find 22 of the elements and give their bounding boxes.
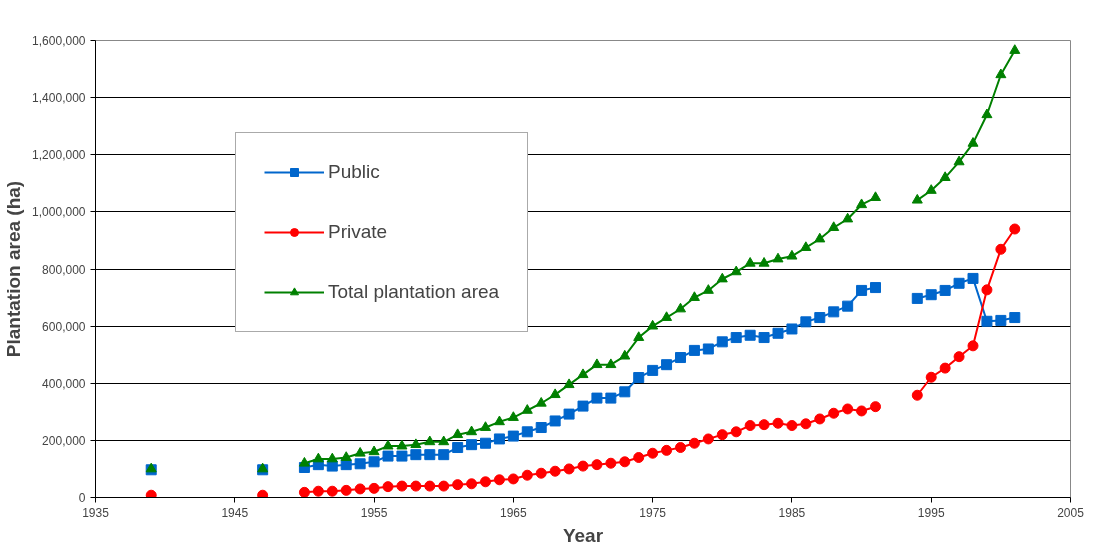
x-tick-label: 2005 [1057,505,1085,520]
x-tick-label: 1975 [639,505,667,520]
legend-label: Public [328,161,380,183]
y-tick-label: 0 [78,491,86,505]
legend-label: Private [328,221,388,243]
y-tick-label: 200,000 [42,433,86,448]
x-tick-label: 1955 [360,505,388,520]
x-tick-label: 1995 [917,505,945,520]
y-tick-label: 400,000 [42,376,86,391]
y-tick-label: 1,200,000 [32,148,86,163]
x-tick-label: 1935 [82,505,110,520]
x-axis-title: Year [562,524,604,546]
x-tick-label: 1945 [221,505,249,520]
y-tick-label: 1,600,000 [32,34,86,48]
y-tick-label: 1,000,000 [32,205,86,220]
y-axis-title: Plantation area (ha) [3,180,25,358]
legend-label: Total plantation area [328,281,500,303]
x-tick-label: 1965 [500,505,528,520]
y-tick-label: 800,000 [42,262,86,277]
x-tick-label: 1985 [778,505,806,520]
y-tick-label: 600,000 [42,319,86,334]
y-tick-label: 1,400,000 [32,91,86,106]
